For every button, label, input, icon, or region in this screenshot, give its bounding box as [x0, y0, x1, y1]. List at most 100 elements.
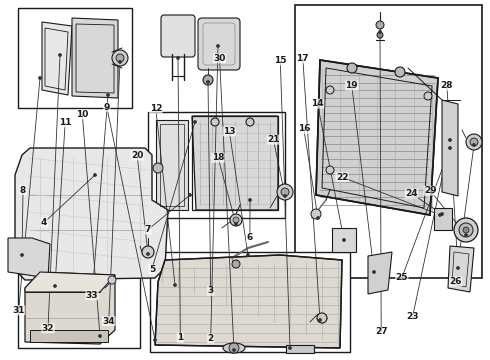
Text: 24: 24 — [405, 189, 418, 198]
Text: 32: 32 — [42, 324, 54, 333]
Text: 11: 11 — [59, 118, 72, 127]
Text: 27: 27 — [375, 328, 388, 336]
Circle shape — [147, 252, 149, 256]
Circle shape — [211, 118, 219, 126]
Bar — [18, 8, 132, 108]
Circle shape — [326, 166, 334, 174]
Circle shape — [233, 217, 239, 223]
Circle shape — [21, 253, 24, 257]
Polygon shape — [316, 60, 438, 215]
Polygon shape — [72, 18, 118, 98]
Text: 13: 13 — [223, 127, 236, 136]
Polygon shape — [192, 116, 278, 210]
Circle shape — [153, 338, 156, 342]
Circle shape — [119, 60, 122, 63]
Circle shape — [372, 270, 375, 274]
Circle shape — [173, 284, 176, 287]
Circle shape — [347, 63, 357, 73]
Circle shape — [378, 31, 382, 33]
Circle shape — [176, 57, 179, 59]
Circle shape — [459, 223, 473, 237]
Text: 9: 9 — [103, 103, 110, 112]
Circle shape — [448, 147, 451, 149]
Circle shape — [448, 139, 451, 141]
Circle shape — [277, 184, 293, 200]
Text: 34: 34 — [102, 317, 115, 325]
Text: 3: 3 — [208, 287, 214, 295]
Circle shape — [454, 218, 478, 242]
Bar — [150, 252, 350, 352]
Circle shape — [463, 227, 469, 233]
Circle shape — [472, 144, 475, 147]
Circle shape — [203, 75, 213, 85]
Circle shape — [465, 234, 467, 237]
Circle shape — [457, 266, 460, 270]
Circle shape — [142, 246, 154, 258]
Bar — [434, 208, 452, 230]
Circle shape — [246, 253, 249, 257]
Text: 17: 17 — [296, 54, 309, 63]
Text: 8: 8 — [20, 186, 26, 195]
Polygon shape — [25, 272, 115, 292]
Circle shape — [343, 239, 345, 242]
Text: 21: 21 — [267, 135, 280, 144]
Circle shape — [289, 346, 292, 350]
Circle shape — [232, 260, 240, 268]
Circle shape — [470, 138, 478, 146]
Circle shape — [153, 163, 163, 173]
Text: 22: 22 — [336, 173, 348, 182]
Polygon shape — [368, 252, 392, 294]
Circle shape — [217, 45, 220, 48]
Text: 14: 14 — [311, 99, 324, 108]
Circle shape — [206, 81, 210, 84]
Circle shape — [229, 343, 239, 353]
Circle shape — [281, 188, 289, 196]
Circle shape — [53, 284, 56, 288]
Polygon shape — [25, 272, 115, 344]
Text: 26: 26 — [449, 277, 462, 286]
Text: 28: 28 — [441, 81, 453, 90]
Circle shape — [395, 67, 405, 77]
Text: 12: 12 — [149, 104, 162, 113]
Bar — [18, 250, 140, 348]
Text: 16: 16 — [297, 125, 310, 134]
Text: 25: 25 — [395, 274, 408, 282]
Circle shape — [116, 54, 124, 62]
Polygon shape — [442, 100, 458, 196]
Circle shape — [317, 216, 319, 220]
Circle shape — [230, 214, 242, 226]
Circle shape — [439, 213, 441, 216]
Text: 5: 5 — [149, 265, 155, 274]
Polygon shape — [155, 255, 342, 348]
FancyBboxPatch shape — [198, 18, 240, 70]
Text: 15: 15 — [274, 56, 287, 65]
Text: 1: 1 — [177, 333, 183, 342]
Circle shape — [311, 209, 321, 219]
Text: 29: 29 — [424, 186, 437, 195]
Polygon shape — [8, 238, 50, 278]
Text: 2: 2 — [208, 334, 214, 343]
Circle shape — [232, 348, 236, 351]
Text: 33: 33 — [86, 291, 98, 300]
Circle shape — [39, 77, 42, 80]
Ellipse shape — [223, 343, 245, 353]
Polygon shape — [332, 228, 356, 252]
Text: 30: 30 — [213, 54, 226, 63]
Circle shape — [194, 121, 196, 123]
Circle shape — [246, 118, 254, 126]
Circle shape — [108, 276, 116, 284]
Polygon shape — [30, 330, 108, 342]
Text: 10: 10 — [76, 110, 89, 119]
Polygon shape — [156, 120, 188, 210]
Bar — [192, 116, 278, 210]
Circle shape — [318, 319, 321, 321]
Text: 23: 23 — [406, 312, 419, 321]
Circle shape — [466, 134, 482, 150]
Polygon shape — [15, 148, 168, 280]
Text: 19: 19 — [345, 81, 358, 90]
Circle shape — [94, 174, 97, 176]
Text: 31: 31 — [12, 306, 25, 315]
Circle shape — [235, 222, 238, 225]
Circle shape — [248, 198, 251, 202]
Polygon shape — [42, 22, 72, 95]
